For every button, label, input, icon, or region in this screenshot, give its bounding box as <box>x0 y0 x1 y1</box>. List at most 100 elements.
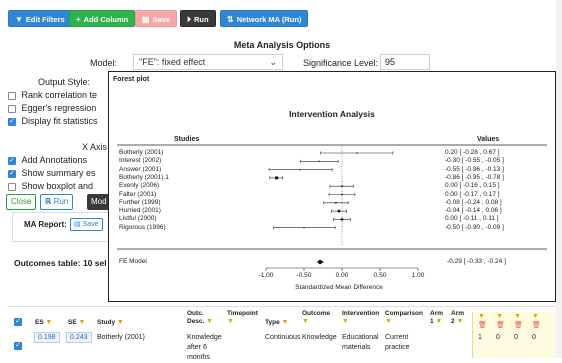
extra-filter-icons-3[interactable]: ▼ 🗑 <box>514 313 523 329</box>
effect-point <box>335 202 337 204</box>
eggers-regression-checkbox-row[interactable]: Egger's regression <box>8 103 96 113</box>
extra-filter-icons-4[interactable]: ▼ 🗑 <box>532 313 541 329</box>
filter-icon[interactable]: ▼ <box>342 318 349 325</box>
col-outcome[interactable]: Outcome ▼ <box>302 310 331 325</box>
col-intervention[interactable]: Intervention ▼ <box>342 310 380 325</box>
edit-filters-label: Edit Filters <box>25 15 65 24</box>
study-label: Falter (2001) <box>119 190 157 198</box>
rank-correlation-checkbox-row[interactable]: Rank correlation te <box>8 90 97 100</box>
show-summary-label: Show summary es <box>21 168 96 178</box>
vertical-scrollbar[interactable] <box>556 0 562 358</box>
x-tick-label: 0.50 <box>373 272 387 279</box>
row-study: Botherly (2001) <box>97 334 145 341</box>
row-extra2: 0 <box>532 334 536 341</box>
forest-plot-chart <box>117 144 547 271</box>
col-arm2[interactable]: Arm 2 ▼ <box>451 310 465 325</box>
network-ma-button[interactable]: ⇅ Network MA (Run) <box>220 10 309 27</box>
ma-report-save-button[interactable]: ▤ Save <box>70 218 103 231</box>
filter-icon[interactable]: ▼ <box>385 318 392 325</box>
study-label: Interest (2002) <box>119 157 162 165</box>
model-value: -0.29 [ -0.33 , -0.24 ] <box>447 258 506 265</box>
study-value: 0.00 [ -0.17 , 0.17 ] <box>445 190 500 198</box>
filter-icon[interactable]: ▼ <box>45 319 53 326</box>
study-value: -0.04 [ -0.14 , 0.06 ] <box>445 207 502 215</box>
x-tick-label: -1.00 <box>258 272 274 279</box>
study-label: Rigorous (1996) <box>119 223 166 231</box>
significance-label: Significance Level: <box>303 58 379 68</box>
filter-icon[interactable]: ▼ <box>302 318 309 325</box>
filter-icon[interactable]: ▼ <box>281 319 289 326</box>
study-label: Hurried (2001) <box>119 207 161 215</box>
rank-correlation-label: Rank correlation te <box>21 90 98 100</box>
model-label: Model: <box>90 58 118 68</box>
add-annotations-checkbox-row[interactable]: Add Annotations <box>8 155 87 165</box>
network-ma-label: Network MA (Run) <box>236 15 302 24</box>
chevron-down-icon: ⌄ <box>269 57 277 67</box>
col-arm1[interactable]: Arm 1 ▼ <box>430 310 444 325</box>
filter-icon[interactable]: ▼ <box>206 318 214 325</box>
col-es[interactable]: ES ▼ <box>35 319 53 326</box>
run-button[interactable]: ⏵ Run <box>180 10 216 27</box>
show-boxplot-label: Show boxplot and <box>21 181 94 191</box>
col-timepoint[interactable]: Timepoint ▼ <box>227 310 258 325</box>
forest-plot-popup: Forest plot Intervention Analysis Studie… <box>108 71 556 302</box>
row-arm2: 0 <box>496 334 500 341</box>
values-header: Values <box>477 136 500 143</box>
row-se-cell[interactable]: 0.243 <box>66 332 92 343</box>
filter-icon[interactable]: ▼ <box>78 319 86 326</box>
col-comparison[interactable]: Comparison ▼ <box>385 310 423 325</box>
show-summary-checkbox[interactable] <box>8 169 16 178</box>
col-outc-desc[interactable]: Outc. Desc. ▼ <box>187 310 214 325</box>
model-select[interactable]: "FE": fixed effect ⌄ <box>133 54 283 70</box>
model-value: "FE": fixed effect <box>139 57 206 67</box>
options-run-label: Run <box>53 197 69 206</box>
show-boxplot-checkbox-row[interactable]: Show boxplot and <box>8 181 93 191</box>
outcomes-table-title: Outcomes table: 10 sel <box>14 258 107 268</box>
display-fit-stats-checkbox[interactable] <box>8 117 16 126</box>
x-tick-label: -0.50 <box>296 272 312 279</box>
save-button[interactable]: ▤ Save <box>135 10 178 27</box>
filter-icon[interactable]: ▼ <box>227 318 234 325</box>
show-boxplot-checkbox[interactable] <box>8 182 16 191</box>
extra-filter-icons-2[interactable]: ▼ 🗑 <box>496 313 505 329</box>
study-label: Botherly (2001) <box>119 149 164 156</box>
col-study[interactable]: Study ▼ <box>97 319 124 326</box>
study-label: Further (1999) <box>119 198 161 206</box>
row-intervention: Educational materials <box>342 334 379 351</box>
effect-point <box>318 160 320 162</box>
show-summary-checkbox-row[interactable]: Show summary es <box>8 168 96 178</box>
filter-icon[interactable]: ▼ <box>456 318 464 325</box>
col-se[interactable]: SE ▼ <box>68 319 86 326</box>
effect-point <box>341 185 343 188</box>
add-annotations-checkbox[interactable] <box>8 156 16 165</box>
x-tick-label: 0.00 <box>335 272 349 279</box>
row-extra1: 0 <box>514 334 518 341</box>
select-all-checkbox[interactable] <box>14 316 22 326</box>
add-column-label: Add Column <box>83 15 129 24</box>
effect-point <box>275 176 279 180</box>
options-run-button[interactable]: ℝ Run <box>40 194 74 210</box>
add-annotations-label: Add Annotations <box>21 155 88 165</box>
close-button[interactable]: Close <box>6 194 37 210</box>
eggers-regression-label: Egger's regression <box>21 103 97 113</box>
filter-icon[interactable]: ▼ <box>116 319 124 326</box>
add-column-button[interactable]: + Add Column <box>69 10 136 27</box>
effect-point <box>356 152 358 154</box>
popup-title: Forest plot <box>113 76 150 83</box>
display-fit-stats-checkbox-row[interactable]: Display fit statistics <box>8 116 98 126</box>
rank-correlation-checkbox[interactable] <box>8 91 16 100</box>
extra-filter-icons-1[interactable]: ▼ 🗑 <box>478 313 487 329</box>
studies-header: Studies <box>174 136 200 143</box>
filter-icon[interactable]: ▼ <box>435 318 443 325</box>
effect-point <box>340 218 344 221</box>
eggers-regression-checkbox[interactable] <box>8 104 16 113</box>
display-fit-stats-label: Display fit statistics <box>21 116 98 126</box>
mode-button[interactable]: Mod <box>87 194 111 210</box>
edit-filters-button[interactable]: ▼ Edit Filters <box>8 10 72 27</box>
significance-input[interactable]: 95 <box>380 54 430 70</box>
col-type[interactable]: Type ▼ <box>265 319 289 326</box>
row-select-checkbox[interactable] <box>14 340 22 350</box>
row-es-cell[interactable]: 0.198 <box>34 332 60 343</box>
study-value: -0.55 [ -0.96 , -0.13 ] <box>445 165 504 173</box>
row-arm1: 1 <box>478 334 482 341</box>
